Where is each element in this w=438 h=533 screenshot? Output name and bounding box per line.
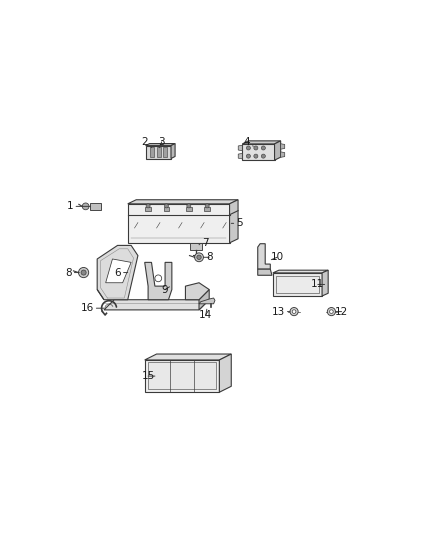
Polygon shape bbox=[128, 200, 238, 204]
Polygon shape bbox=[205, 207, 210, 211]
Circle shape bbox=[329, 310, 333, 313]
Circle shape bbox=[254, 154, 258, 158]
Polygon shape bbox=[190, 243, 202, 251]
Circle shape bbox=[327, 308, 336, 316]
Polygon shape bbox=[145, 143, 175, 146]
Circle shape bbox=[246, 146, 251, 150]
Text: 8: 8 bbox=[203, 252, 212, 262]
Circle shape bbox=[194, 253, 203, 262]
Polygon shape bbox=[219, 354, 231, 392]
Polygon shape bbox=[258, 244, 270, 269]
Polygon shape bbox=[199, 289, 209, 310]
Polygon shape bbox=[106, 259, 131, 282]
Text: 9: 9 bbox=[162, 285, 170, 295]
Text: 8: 8 bbox=[65, 268, 79, 278]
Polygon shape bbox=[145, 146, 171, 158]
Polygon shape bbox=[90, 203, 101, 210]
Polygon shape bbox=[199, 298, 215, 304]
Circle shape bbox=[164, 204, 169, 208]
Circle shape bbox=[82, 203, 89, 210]
Circle shape bbox=[187, 204, 191, 208]
Circle shape bbox=[292, 310, 296, 313]
Text: 1: 1 bbox=[67, 201, 90, 212]
Circle shape bbox=[146, 204, 150, 208]
Polygon shape bbox=[185, 282, 209, 300]
Text: 3: 3 bbox=[159, 137, 165, 148]
Circle shape bbox=[290, 308, 298, 316]
Text: 4: 4 bbox=[243, 137, 253, 147]
Text: 2: 2 bbox=[141, 137, 152, 148]
Polygon shape bbox=[238, 154, 242, 159]
Text: 16: 16 bbox=[80, 303, 104, 313]
Polygon shape bbox=[150, 147, 154, 157]
Polygon shape bbox=[97, 245, 138, 300]
Text: 14: 14 bbox=[199, 309, 212, 320]
Polygon shape bbox=[242, 144, 275, 160]
Text: 13: 13 bbox=[272, 306, 290, 317]
Text: 7: 7 bbox=[199, 238, 209, 248]
Polygon shape bbox=[148, 362, 216, 389]
Polygon shape bbox=[242, 141, 281, 144]
Polygon shape bbox=[273, 270, 328, 273]
Polygon shape bbox=[230, 200, 238, 243]
Polygon shape bbox=[156, 147, 161, 157]
Text: 10: 10 bbox=[271, 252, 284, 262]
Polygon shape bbox=[238, 146, 242, 151]
Polygon shape bbox=[275, 141, 281, 160]
Circle shape bbox=[81, 270, 86, 275]
Polygon shape bbox=[128, 204, 230, 243]
Polygon shape bbox=[281, 152, 285, 157]
Polygon shape bbox=[273, 273, 322, 296]
Polygon shape bbox=[145, 360, 219, 392]
Polygon shape bbox=[164, 207, 169, 211]
Polygon shape bbox=[145, 262, 172, 300]
Polygon shape bbox=[258, 269, 272, 275]
Polygon shape bbox=[186, 207, 191, 211]
Text: 15: 15 bbox=[141, 371, 155, 381]
Circle shape bbox=[261, 146, 265, 150]
Polygon shape bbox=[97, 289, 104, 300]
Circle shape bbox=[197, 255, 201, 260]
Polygon shape bbox=[171, 143, 175, 158]
Polygon shape bbox=[145, 207, 151, 211]
Circle shape bbox=[261, 154, 265, 158]
Polygon shape bbox=[104, 300, 209, 310]
Text: 6: 6 bbox=[114, 268, 128, 278]
Circle shape bbox=[205, 204, 209, 208]
Polygon shape bbox=[145, 354, 231, 360]
Text: 12: 12 bbox=[335, 306, 348, 317]
Polygon shape bbox=[322, 270, 328, 296]
Text: 5: 5 bbox=[231, 219, 243, 228]
Circle shape bbox=[254, 146, 258, 150]
Polygon shape bbox=[281, 144, 285, 149]
Text: 11: 11 bbox=[311, 279, 325, 289]
Circle shape bbox=[78, 268, 88, 278]
Circle shape bbox=[246, 154, 251, 158]
Circle shape bbox=[155, 275, 162, 282]
Polygon shape bbox=[163, 147, 167, 157]
